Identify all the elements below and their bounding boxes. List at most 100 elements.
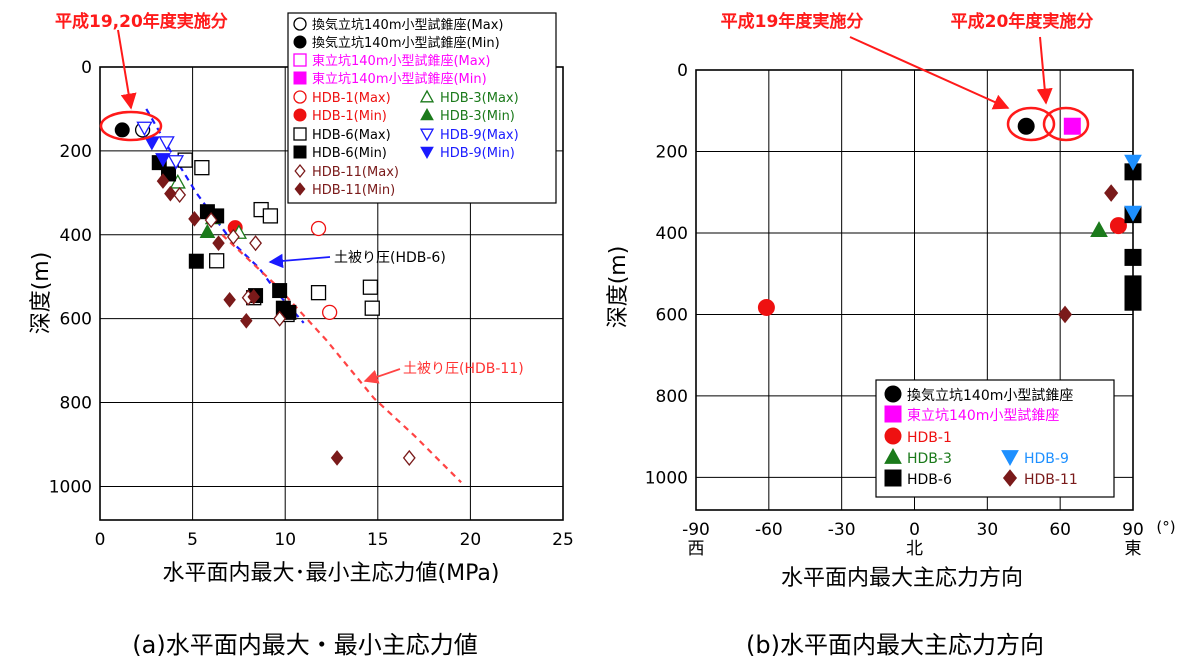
- legend-label: HDB-11(Max): [312, 165, 399, 180]
- data-point-hdb-6-min: [272, 283, 288, 299]
- hdb6-overburden-arrow: [268, 253, 331, 269]
- legend-label: HDB-6: [907, 472, 952, 488]
- chart-a-highlight-arrow: [117, 29, 137, 110]
- chart-a: 0 5 10 15 20 25 0 200 400 600 800 1000 平成19,20年度実施分…: [29, 11, 574, 659]
- legend-label: HDB-11: [1024, 472, 1078, 488]
- data-point-hdb-6-max: [310, 285, 327, 301]
- data-point-hdb-11-min: [188, 211, 201, 227]
- hdb6-overburden-label: 土被り圧(HDB-6): [334, 250, 446, 266]
- legend-label: HDB-3: [907, 451, 952, 467]
- data-point-hdb-6-min: [281, 304, 297, 320]
- y-tick-label: 600: [60, 310, 92, 330]
- y-tick-label: 200: [60, 142, 92, 162]
- legend-label: HDB-9: [1024, 451, 1069, 467]
- data-point-hdb-11-max: [173, 186, 187, 203]
- x-tick-label: 0: [909, 520, 920, 540]
- legend-marker-140m-max: [293, 17, 307, 31]
- chart-a-legend: 換気立坑140m小型試錐座(Max) 換気立坑140m小型試錐座(Min) 東立坑1…: [287, 12, 557, 204]
- y-tick-label: 1000: [49, 477, 92, 497]
- data-point-hdb-11-min: [247, 289, 260, 305]
- data-point-hdb-6-min: [188, 253, 204, 269]
- legend-marker-hdb-11-max: [294, 163, 306, 179]
- x-tick-sublabel: 東: [1125, 539, 1142, 559]
- data-point-hdb-11-min: [330, 450, 344, 466]
- legend-marker-140m-max: [293, 53, 307, 67]
- data-point-hdb-9-max: [136, 121, 153, 137]
- legend-marker-hdb-6-min: [293, 145, 307, 159]
- data-point-hdb-6-max: [262, 208, 279, 224]
- x-tick-label: 15: [367, 530, 389, 550]
- data-point-hdb-1: [1109, 217, 1127, 235]
- data-point-hdb-9: [1124, 205, 1142, 222]
- legend-marker-hdb-1-max: [293, 90, 307, 104]
- data-point-hdb-6: [1124, 293, 1142, 311]
- data-point-140m: [1017, 117, 1035, 135]
- data-point-hdb-11: [1057, 305, 1073, 324]
- data-point-hdb-6-max: [362, 279, 379, 295]
- data-point-140m: [1063, 117, 1081, 135]
- overburden-line-hdb-6: [145, 108, 305, 324]
- chart-a-ylabel: 深度(m): [29, 252, 54, 335]
- chart-b-ellipse-left: [1006, 106, 1056, 142]
- x-tick-label: 10: [274, 530, 296, 550]
- overburden-line-hdb-11: [221, 233, 462, 484]
- x-tick-label: 90: [1122, 520, 1144, 540]
- hdb11-overburden-arrow: [363, 368, 401, 384]
- legend-label: 東立坑140m小型試錐座: [907, 408, 1059, 424]
- chart-b-x-unit: (°): [1156, 518, 1175, 536]
- chart-a-caption: (a)水平面内最大・最小主応力値: [132, 631, 477, 659]
- legend-label: HDB-9(Max): [440, 128, 519, 143]
- chart-b-ylabel: 深度(m): [606, 246, 631, 329]
- y-tick-label: 0: [677, 61, 688, 81]
- legend-label: HDB-6(Max): [312, 128, 391, 143]
- legend-marker-hdb-6: [884, 469, 902, 487]
- x-tick-label: -60: [755, 520, 783, 540]
- data-point-hdb-1-max: [321, 304, 338, 321]
- legend-marker-hdb-3-min: [420, 107, 434, 121]
- legend-label: HDB-6(Min): [312, 146, 387, 161]
- chart-a-ticks: 0 5 10 15 20 25 0 200 400 600 800 1000: [49, 58, 574, 550]
- legend-marker-hdb-3-max: [419, 89, 435, 103]
- legend-marker-140m: [884, 405, 902, 423]
- legend-marker-hdb-11-min: [294, 182, 306, 196]
- legend-label: HDB-9(Min): [440, 146, 515, 161]
- chart-a-overburden-lines: [145, 108, 462, 484]
- x-tick-label: 60: [1049, 520, 1071, 540]
- legend-label: 換気立坑140m小型試錐座(Min): [312, 35, 500, 51]
- chart-b-marks: [757, 117, 1142, 324]
- data-point-hdb-11-max: [273, 310, 287, 327]
- legend-label: 換気立坑140m小型試錐座(Max): [312, 17, 504, 33]
- legend-marker-hdb-1-min: [293, 108, 307, 122]
- legend-marker-140m: [884, 385, 902, 403]
- legend-marker-hdb-1: [884, 427, 902, 445]
- data-point-hdb-11-min: [164, 185, 177, 202]
- data-point-hdb-11-min: [212, 235, 225, 251]
- data-point-hdb-11-min: [156, 173, 170, 189]
- data-point-140m-min: [114, 122, 130, 138]
- x-tick-label: 20: [460, 530, 482, 550]
- hdb11-overburden-label: 土被り圧(HDB-11): [403, 361, 524, 377]
- data-point-hdb-9-max: [158, 136, 175, 151]
- y-tick-label: 600: [656, 305, 688, 325]
- data-point-hdb-6-max: [194, 160, 210, 176]
- chart-a-highlight-ellipse: [99, 110, 163, 142]
- legend-marker-hdb-11: [1002, 469, 1018, 487]
- data-point-hdb-11-max: [226, 228, 240, 245]
- data-point-hdb-11: [1104, 184, 1119, 202]
- legend-label: HDB-11(Min): [312, 183, 395, 198]
- data-point-hdb-9-min: [155, 153, 171, 168]
- x-tick-label: 5: [187, 530, 198, 550]
- y-tick-label: 0: [81, 58, 92, 78]
- legend-label: HDB-1: [907, 430, 952, 446]
- legend-label: HDB-3(Max): [440, 91, 519, 106]
- y-tick-label: 400: [60, 226, 92, 246]
- legend-marker-hdb-9: [1001, 450, 1019, 467]
- legend-marker-hdb-9-max: [419, 128, 435, 142]
- data-point-hdb-6-max: [209, 253, 225, 269]
- legend-label: 東立坑140m小型試錐座(Max): [312, 53, 491, 69]
- data-point-hdb-11-min: [240, 312, 253, 329]
